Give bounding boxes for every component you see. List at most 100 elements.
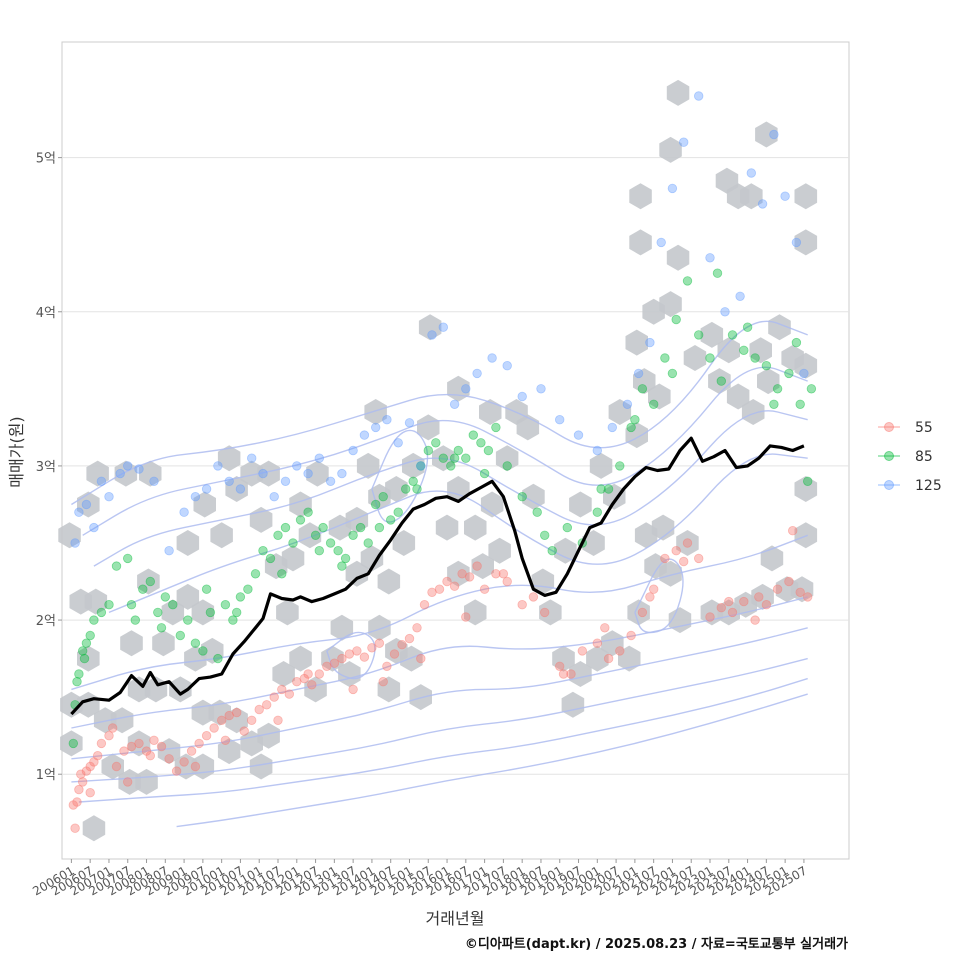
y-tick-label-1: 2억 <box>36 614 56 629</box>
hexbin-101 <box>586 645 609 672</box>
point-55-22 <box>194 738 204 749</box>
hexbin-33 <box>240 730 263 757</box>
hexbin-95 <box>569 491 592 518</box>
hexbin-4 <box>139 460 162 487</box>
density-contour-3 <box>108 453 808 614</box>
point-125-13 <box>201 484 212 494</box>
hexbin-148 <box>794 183 818 210</box>
hexbin-13 <box>127 730 151 757</box>
hexbin-98 <box>603 483 626 510</box>
point-55-23 <box>201 731 212 741</box>
point-55-65 <box>540 607 550 618</box>
point-85-91 <box>231 607 242 618</box>
hexbin-100 <box>569 661 592 687</box>
hexbin-layer <box>58 79 818 842</box>
hexbin-59 <box>345 560 369 587</box>
density-contour-11 <box>634 558 684 634</box>
point-55-7 <box>89 757 99 767</box>
point-125-47 <box>633 368 644 379</box>
point-125-7 <box>122 461 133 471</box>
point-125-46 <box>622 399 633 410</box>
point-55-107 <box>724 596 734 607</box>
point-55-28 <box>239 726 249 736</box>
point-55-52 <box>419 600 430 610</box>
point-55-12 <box>119 746 129 756</box>
hexbin-141 <box>629 229 652 256</box>
point-55-57 <box>457 569 467 579</box>
hexbin-85 <box>479 399 502 425</box>
point-85-6 <box>89 615 99 625</box>
point-55-50 <box>404 633 415 644</box>
hexbin-139 <box>794 476 818 502</box>
point-125-5 <box>104 492 114 502</box>
point-55-80 <box>716 603 727 613</box>
hexbin-8 <box>60 691 83 718</box>
hexbin-35 <box>257 722 280 749</box>
point-55-68 <box>577 646 588 656</box>
point-55-26 <box>224 710 234 721</box>
point-55-33 <box>277 684 287 695</box>
point-85-16 <box>168 600 178 610</box>
point-85-67 <box>603 484 614 494</box>
point-55-46 <box>374 638 385 648</box>
point-55-43 <box>352 646 362 656</box>
point-85-11 <box>130 615 141 625</box>
hexbin-58 <box>330 614 354 641</box>
hexbin-34 <box>249 753 273 780</box>
point-125-8 <box>134 464 144 474</box>
point-85-103 <box>712 268 723 278</box>
point-125-42 <box>555 415 565 425</box>
point-55-108 <box>754 592 764 602</box>
point-85-29 <box>265 553 276 564</box>
point-125-1 <box>74 507 84 517</box>
point-55-9 <box>96 738 107 749</box>
point-125-25 <box>337 468 347 479</box>
point-85-56 <box>468 430 479 440</box>
hexbin-53 <box>272 661 295 687</box>
point-55-24 <box>209 723 219 733</box>
hexbin-26 <box>191 599 215 626</box>
hexbin-3 <box>114 460 138 487</box>
point-55-74 <box>649 584 659 594</box>
legend-key-55 <box>884 422 894 432</box>
hexbin-125 <box>741 399 765 425</box>
point-85-46 <box>393 507 403 517</box>
y-tick-label-4: 5억 <box>36 152 56 167</box>
point-85-17 <box>175 630 186 641</box>
point-125-16 <box>235 484 246 494</box>
point-55-96 <box>273 715 283 726</box>
hexbin-80 <box>464 599 487 626</box>
point-55-41 <box>337 653 347 664</box>
hexbin-110 <box>676 530 699 556</box>
point-125-58 <box>769 129 779 140</box>
point-85-92 <box>277 569 287 579</box>
hexbin-119 <box>666 244 690 271</box>
point-85-107 <box>806 384 817 394</box>
density-contour-7 <box>71 657 808 783</box>
point-55-105 <box>645 592 655 602</box>
hexbin-45 <box>257 460 280 487</box>
hexbin-134 <box>751 583 774 610</box>
point-55-76 <box>671 546 681 556</box>
density-contours <box>71 320 808 828</box>
hexbin-42 <box>217 445 241 472</box>
point-85-105 <box>769 399 779 410</box>
point-125-40 <box>517 391 527 402</box>
point-55-88 <box>803 592 813 602</box>
hexbin-93 <box>539 599 562 626</box>
point-85-87 <box>79 653 90 664</box>
point-55-30 <box>254 704 264 715</box>
hexbin-21 <box>137 568 160 595</box>
point-125-3 <box>89 522 99 533</box>
point-85-99 <box>540 530 550 541</box>
point-55-99 <box>378 677 388 687</box>
hexbin-27 <box>184 645 207 672</box>
legend: 55 85 125 <box>878 420 942 494</box>
hexbin-84 <box>495 445 519 472</box>
point-55-47 <box>382 661 392 672</box>
point-55-20 <box>179 757 189 767</box>
point-125-59 <box>780 191 790 201</box>
point-55-35 <box>292 677 302 687</box>
legend-key-125 <box>884 480 894 490</box>
point-85-71 <box>649 399 659 410</box>
